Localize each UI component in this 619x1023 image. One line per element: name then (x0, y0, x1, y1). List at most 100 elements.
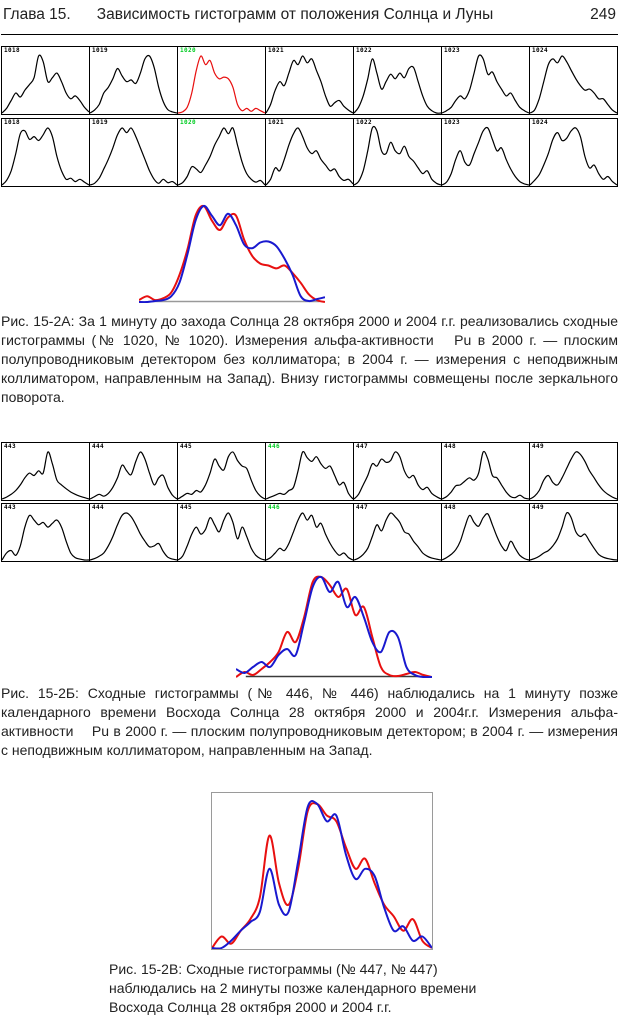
histogram-panel-444: 444 (90, 443, 178, 500)
histogram-panel-number: 443 (4, 504, 17, 511)
histogram-panel-number: 447 (356, 504, 369, 511)
histogram-panel-1022: 1022 (354, 119, 442, 186)
histogram-panel-number: 449 (532, 504, 545, 511)
figure-a-histogram-grid: 1018 1019 1020 1021 1022 1023 1024 1018 1019 1020… (1, 46, 618, 187)
chapter-label: Глава 15. (3, 6, 71, 23)
histogram-curve (442, 54, 529, 114)
histogram-panel-443: 443 (2, 504, 90, 561)
histogram-curve (354, 451, 441, 500)
overlay-curve-blue (236, 575, 432, 678)
histogram-curve (354, 125, 441, 186)
histogram-panel-1018: 1018 (2, 119, 90, 186)
histogram-panel-number: 1021 (268, 119, 285, 126)
histogram-panel-number: 449 (532, 443, 545, 450)
histogram-panel-number: 1018 (4, 47, 21, 54)
histogram-panel-number: 446 (268, 443, 281, 450)
histogram-row: 443 444 445 446 447 448 449 (1, 442, 618, 501)
histogram-panel-448: 448 (442, 443, 530, 500)
histogram-curve (266, 450, 353, 500)
histogram-panel-1024: 1024 (530, 119, 617, 186)
histogram-panel-number: 1023 (444, 119, 461, 126)
histogram-curve (2, 451, 89, 500)
histogram-curve (266, 55, 353, 114)
figure-b: 443 444 445 446 447 448 449 443 444 445 446 447 448 4… (1, 442, 618, 760)
histogram-panel-444: 444 (90, 504, 178, 561)
overlay-curve-blue (212, 799, 432, 949)
histogram-panel-number: 446 (268, 504, 281, 511)
histogram-panel-446: 446 (266, 443, 354, 500)
histogram-panel-445: 445 (178, 504, 266, 561)
figure-c-caption: Рис. 15-2В: Сходные гистограммы (№ 447, … (109, 961, 477, 1015)
histogram-panel-448: 448 (442, 504, 530, 561)
figure-b-histogram-grid: 443 444 445 446 447 448 449 443 444 445 446 447 448 4… (1, 442, 618, 562)
histogram-row: 1018 1019 1020 1021 1022 1023 1024 (1, 46, 618, 115)
overlay-curve-blue (139, 204, 325, 303)
histogram-panel-443: 443 (2, 443, 90, 500)
header-rule (1, 34, 618, 35)
histogram-panel-1022: 1022 (354, 47, 442, 114)
histogram-panel-number: 1022 (356, 119, 373, 126)
histogram-curve (530, 127, 617, 186)
histogram-panel-number: 1019 (92, 119, 109, 126)
histogram-panel-1021: 1021 (266, 47, 354, 114)
chapter-title: Зависимость гистограмм от положения Солн… (96, 6, 494, 23)
histogram-curve (2, 514, 89, 561)
histogram-row: 1018 1019 1020 1021 1022 1023 1024 (1, 118, 618, 187)
histogram-panel-447: 447 (354, 443, 442, 500)
histogram-panel-number: 1020 (180, 47, 197, 54)
histogram-panel-1020: 1020 (178, 47, 266, 114)
histogram-curve (442, 126, 529, 186)
figure-b-overlay-plot (236, 575, 432, 678)
histogram-panel-1023: 1023 (442, 119, 530, 186)
histogram-panel-1020: 1020 (178, 119, 266, 186)
histogram-panel-number: 444 (92, 443, 105, 450)
histogram-curve (178, 55, 265, 114)
page-number: 249 (590, 6, 616, 23)
histogram-panel-number: 444 (92, 504, 105, 511)
figure-c: Рис. 15-2В: Сходные гистограммы (№ 447, … (1, 792, 618, 1017)
histogram-panel-number: 1024 (532, 47, 549, 54)
histogram-panel-number: 1018 (4, 119, 21, 126)
histogram-curve (530, 451, 617, 500)
histogram-curve (90, 451, 177, 500)
histogram-curve (266, 127, 353, 186)
histogram-panel-number: 1024 (532, 119, 549, 126)
figure-a-overlay-plot (139, 204, 325, 303)
running-header: Глава 15. Зависимость гистограмм от поло… (1, 0, 618, 24)
histogram-panel-number: 445 (180, 443, 193, 450)
histogram-panel-1019: 1019 (90, 119, 178, 186)
histogram-curve (354, 512, 441, 561)
histogram-panel-449: 449 (530, 443, 617, 500)
overlay-curve-red (212, 802, 432, 949)
overlay-curve-red (236, 575, 432, 678)
histogram-curve (178, 127, 265, 186)
histogram-curve (2, 127, 89, 186)
histogram-panel-1023: 1023 (442, 47, 530, 114)
histogram-row: 443 444 445 446 447 448 449 (1, 503, 618, 562)
histogram-panel-number: 1020 (180, 119, 197, 126)
overlay-curve-red (139, 204, 325, 303)
histogram-curve (90, 512, 177, 561)
histogram-panel-number: 443 (4, 443, 17, 450)
histogram-curve (90, 54, 177, 114)
histogram-panel-number: 1021 (268, 47, 285, 54)
figure-a-caption: Рис. 15-2А: За 1 минуту до захода Солнца… (1, 313, 618, 405)
histogram-curve (442, 450, 529, 500)
histogram-panel-number: 448 (444, 443, 457, 450)
histogram-curve (90, 127, 177, 186)
histogram-panel-number: 445 (180, 504, 193, 511)
histogram-panel-number: 448 (444, 504, 457, 511)
histogram-curve (178, 451, 265, 500)
histogram-curve (266, 512, 353, 561)
histogram-panel-447: 447 (354, 504, 442, 561)
histogram-panel-1019: 1019 (90, 47, 178, 114)
histogram-panel-1024: 1024 (530, 47, 617, 114)
histogram-panel-449: 449 (530, 504, 617, 561)
histogram-panel-number: 1019 (92, 47, 109, 54)
histogram-panel-1021: 1021 (266, 119, 354, 186)
histogram-panel-number: 1023 (444, 47, 461, 54)
histogram-panel-445: 445 (178, 443, 266, 500)
histogram-panel-446: 446 (266, 504, 354, 561)
histogram-curve (2, 54, 89, 114)
histogram-panel-number: 447 (356, 443, 369, 450)
